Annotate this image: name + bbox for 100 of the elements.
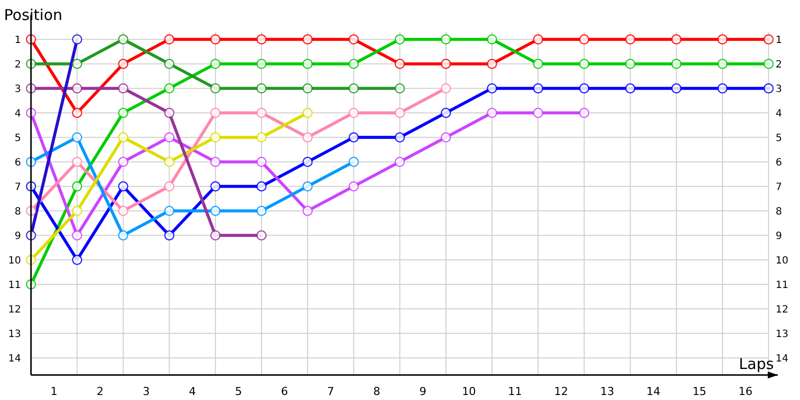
point	[256, 83, 267, 94]
point	[486, 58, 498, 69]
point	[210, 83, 220, 94]
y2-tick-label: 14	[776, 353, 788, 364]
point	[210, 230, 220, 240]
x-tick-label: 16	[738, 384, 753, 398]
point	[164, 34, 174, 44]
point	[348, 132, 359, 142]
point	[72, 230, 82, 240]
x-tick-label: 15	[692, 384, 706, 398]
point	[72, 83, 82, 94]
x-tick-label: 9	[419, 384, 426, 398]
y2-tick-label: 4	[776, 108, 782, 120]
x-tick-label: 11	[508, 384, 522, 398]
point	[72, 132, 82, 142]
point	[533, 108, 544, 118]
point	[256, 156, 267, 167]
point	[671, 83, 682, 94]
y2-tick-label: 12	[776, 304, 788, 316]
y2-tick-label: 5	[776, 132, 782, 144]
point	[72, 156, 82, 167]
point	[764, 34, 774, 44]
point	[118, 156, 128, 167]
point	[533, 34, 544, 44]
point	[394, 108, 405, 118]
point	[118, 132, 128, 142]
y-tick-label: 7	[14, 182, 21, 193]
point	[579, 108, 590, 118]
point	[625, 34, 636, 44]
y2-tick-label: 3	[776, 84, 782, 95]
point	[256, 206, 267, 216]
point	[302, 83, 313, 94]
point	[579, 83, 590, 94]
point	[625, 58, 636, 69]
point	[302, 58, 313, 69]
point	[348, 156, 359, 167]
x-tick-label: 1	[50, 384, 58, 398]
y-tick-label: 5	[14, 132, 21, 144]
point	[394, 34, 405, 44]
x-tick-label: 6	[281, 384, 288, 398]
point	[118, 34, 128, 44]
point	[302, 108, 313, 118]
point	[302, 34, 313, 44]
x-tick-label: 3	[142, 384, 150, 398]
point	[72, 254, 82, 265]
point	[764, 83, 774, 94]
point	[210, 34, 220, 44]
y-tick-label: 3	[14, 84, 21, 95]
y2-tick-label: 6	[776, 157, 782, 168]
y-tick-label: 8	[14, 206, 21, 218]
point	[210, 58, 220, 69]
point	[394, 83, 405, 94]
y2-tick-label: 13	[776, 328, 788, 340]
point	[164, 230, 174, 240]
x-tick-label: 10	[462, 384, 476, 398]
y-tick-label: 2	[14, 59, 21, 70]
y2-tick-label: 11	[776, 280, 788, 291]
point	[394, 132, 405, 142]
point	[348, 83, 359, 94]
point	[118, 108, 128, 118]
point	[440, 108, 451, 118]
y2-tick-label: 2	[776, 59, 782, 70]
point	[164, 132, 174, 142]
point	[164, 108, 174, 118]
point	[394, 156, 405, 167]
y2-tick-label: 9	[776, 230, 782, 242]
point	[486, 34, 498, 44]
x-tick-label: 4	[188, 384, 196, 398]
point	[256, 34, 267, 44]
y-tick-label: 9	[14, 230, 21, 242]
point	[440, 34, 451, 44]
y-tick-label: 10	[8, 255, 21, 266]
point	[533, 83, 544, 94]
y2-tick-label: 1	[776, 34, 782, 46]
x-axis-title: Laps	[738, 355, 774, 373]
point	[118, 58, 128, 69]
point	[302, 181, 313, 192]
point	[72, 181, 82, 192]
point	[717, 34, 728, 44]
point	[579, 34, 590, 44]
point	[118, 230, 128, 240]
point	[164, 156, 174, 167]
point	[256, 108, 267, 118]
point	[671, 58, 682, 69]
point	[348, 58, 359, 69]
y-tick-label: 12	[8, 304, 21, 316]
point	[764, 58, 774, 69]
point	[394, 58, 405, 69]
point	[210, 132, 220, 142]
point	[348, 34, 359, 44]
point	[164, 58, 174, 69]
point	[164, 83, 174, 94]
y-tick-label: 1	[14, 34, 21, 46]
point	[302, 206, 313, 216]
y-tick-label: 11	[8, 280, 21, 291]
point	[118, 181, 128, 192]
y2-tick-label: 7	[776, 182, 782, 193]
point	[486, 83, 498, 94]
y-tick-label: 13	[8, 328, 21, 340]
point	[625, 83, 636, 94]
